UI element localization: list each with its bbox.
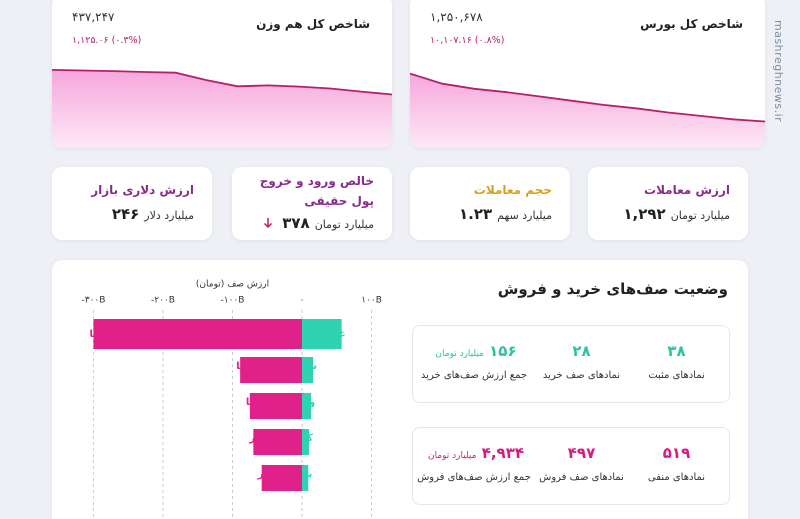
queue-box: ۳۸ نمادهای مثبت ۲۸ نمادهای صف خرید ۱۵۶ میل… <box>412 325 730 403</box>
stat-card: ارزش دلاری بازار میلیارد دلار ۲۴۶ <box>52 167 212 240</box>
stat-title: ارزش دلاری بازار <box>91 183 194 197</box>
area-chart <box>52 69 392 148</box>
queue-value: ۱۵۶ <box>489 342 517 360</box>
bar <box>302 393 312 419</box>
area-fill <box>410 73 765 148</box>
x-tick-label: ۱۰۰B <box>361 296 382 306</box>
queue-stat: ۱۵۶ میلیارد تومان جمع ارزش صف‌های خرید <box>414 326 534 381</box>
queue-stat: ۴۹۷ نمادهای صف فروش <box>529 428 634 483</box>
queue-box: ۵۱۹ نمادهای منفی ۴۹۷ نمادهای صف فروش ۴,۹۳۴… <box>412 427 730 505</box>
x-tick-label: -۱۰۰B <box>221 296 245 306</box>
bar <box>261 465 303 491</box>
area-chart <box>410 72 765 148</box>
bar <box>253 429 303 455</box>
bar-label: خزر <box>257 469 277 480</box>
queue-label: نمادهای منفی <box>647 472 706 483</box>
bar-label: ستیر <box>248 433 273 444</box>
queue-stat: ۵۱۹ نمادهای منفی <box>624 428 729 483</box>
stat-line: میلیارد دلار ۲۴۶ <box>112 205 194 223</box>
queue-value: ۴,۹۳۴ <box>481 444 525 462</box>
area-fill <box>52 69 392 148</box>
stat-card: حجم معاملات میلیارد سهم ۱.۲۳ <box>410 167 570 240</box>
index-change: ۱,۱۲۵.۰۶ (۰.۳%) <box>72 35 142 46</box>
index-value: ۱,۲۵۰,۶۷۸ <box>430 10 483 24</box>
queue-value-line: ۱۵۶ میلیارد تومان <box>414 342 534 362</box>
bar <box>302 429 309 455</box>
stat-unit: میلیارد دلار <box>144 209 194 222</box>
stat-card: ارزش معاملات میلیارد تومان ۱,۲۹۲ <box>588 167 748 240</box>
queue-label: نمادهای مثبت <box>648 370 705 381</box>
card-title: شاخص کل هم وزن <box>256 17 370 31</box>
queue-stat: ۳۸ نمادهای مثبت <box>624 326 729 381</box>
queue-stat: ۲۸ نمادهای صف خرید <box>529 326 634 381</box>
stat-line: میلیارد تومان ۱,۲۹۲ <box>623 205 730 223</box>
stat-value: ۱.۲۳ <box>458 205 493 223</box>
queue-unit: میلیارد تومان <box>427 451 477 461</box>
queue-label: نمادهای صف فروش <box>539 472 624 483</box>
queue-value-line: ۴,۹۳۴ میلیارد تومان <box>414 444 534 464</box>
queue-label: جمع ارزش صف‌های خرید <box>420 370 528 381</box>
stat-value: ۲۴۶ <box>111 205 140 223</box>
index-change: ۱۰,۱۰۷.۱۶ (۰.۸%) <box>430 35 505 46</box>
section-title: وضعیت صف‌های خرید و فروش <box>497 280 728 298</box>
x-tick-label: -۲۰۰B <box>151 296 175 306</box>
stat-unit: میلیارد سهم <box>497 209 552 222</box>
stat-title: ارزش معاملات <box>644 183 730 197</box>
queue-stat: ۴,۹۳۴ میلیارد تومان جمع ارزش صف‌های فروش <box>414 428 534 483</box>
queue-card: وضعیت صف‌های خرید و فروش ارزش صف (تومان)… <box>52 260 748 519</box>
index-card: شاخص کل بورس ۱,۲۵۰,۶۷۸ ۱۰,۱۰۷.۱۶ (۰.۸%) <box>410 0 765 148</box>
card-title: شاخص کل بورس <box>640 17 743 31</box>
queue-label: جمع ارزش صف‌های فروش <box>417 472 531 483</box>
bar <box>240 357 303 383</box>
stat-title: خالص ورود و خروج پول حقیقی <box>259 174 374 208</box>
stat-value: ۱,۲۹۲ <box>623 205 666 223</box>
x-tick-label: ۰ <box>300 296 305 306</box>
stat-value: ۳۷۸ <box>282 214 310 232</box>
bar <box>249 393 303 419</box>
index-value: ۴۳۷,۲۴۷ <box>72 10 115 24</box>
queue-value: ۴۹۷ <box>567 444 596 462</box>
queue-value: ۳۸ <box>667 342 686 360</box>
x-tick-label: -۳۰۰B <box>81 296 105 306</box>
stat-title: حجم معاملات <box>473 183 552 197</box>
queue-value: ۲۸ <box>572 342 591 360</box>
bar <box>93 319 303 349</box>
queue-label: نمادهای صف خرید <box>542 370 621 381</box>
stat-unit: میلیارد تومان <box>670 209 730 222</box>
bar-label: واینا <box>89 329 110 340</box>
bar-label: شپنا <box>236 361 258 372</box>
queue-unit: میلیارد تومان <box>435 349 484 359</box>
queue-value: ۵۱۹ <box>662 444 691 462</box>
area-line <box>52 69 392 96</box>
watermark: mashreghnews.ir <box>772 20 785 123</box>
area-line <box>410 72 765 123</box>
index-card: شاخص کل هم وزن ۴۳۷,۲۴۷ ۱,۱۲۵.۰۶ (۰.۳%) <box>52 0 392 148</box>
bar-chart: ارزش صف (تومان) -۳۰۰B -۲۰۰B -۱۰۰B ۰ ۱۰۰B غگیلا… <box>81 280 382 519</box>
bar-label: غگیلا <box>321 327 345 340</box>
bar <box>302 465 309 491</box>
x-axis-label: ارزش صف (تومان) <box>196 280 269 290</box>
stat-line: میلیارد تومان ۳۷۸ <box>263 214 374 232</box>
bar <box>302 357 314 383</box>
bar-label: خساپا <box>246 397 275 408</box>
bar <box>302 319 342 349</box>
down-arrow <box>263 218 272 229</box>
stat-card: خالص ورود و خروج پول حقیقی میلیارد تومان… <box>232 167 392 240</box>
stat-unit: میلیارد تومان <box>314 218 374 231</box>
stat-line: میلیارد سهم ۱.۲۳ <box>459 205 552 223</box>
